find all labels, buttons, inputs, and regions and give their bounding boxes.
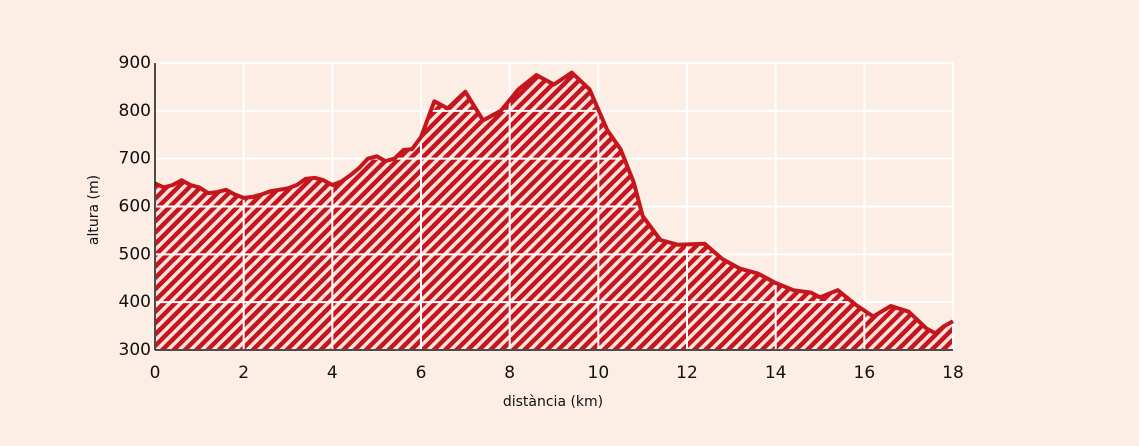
y-axis-label: altura (m): [86, 175, 102, 245]
x-tick-label: 2: [238, 363, 249, 383]
y-tick-label: 700: [119, 149, 151, 169]
y-tick-label: 300: [119, 340, 151, 360]
line: [154, 70, 954, 336]
x-tick-label: 14: [765, 363, 787, 383]
area: [155, 72, 953, 350]
x-tick-label: 18: [942, 363, 964, 383]
x-tick-label: 0: [150, 363, 161, 383]
y-tick-label: 900: [119, 53, 151, 73]
y-tick-label: 500: [119, 244, 151, 264]
x-axis-label: distància (km): [503, 394, 603, 410]
x-tick-label: 6: [416, 363, 427, 383]
x-tick-label: 4: [327, 363, 338, 383]
x-tick-label: 8: [504, 363, 515, 383]
x-tick-label: 16: [854, 363, 876, 383]
y-tick-label: 600: [119, 197, 151, 217]
x-tick-label: 10: [588, 363, 610, 383]
y-tick-label: 800: [119, 101, 151, 121]
x-tick-label: 12: [676, 363, 698, 383]
y-tick-label: 400: [119, 292, 151, 312]
